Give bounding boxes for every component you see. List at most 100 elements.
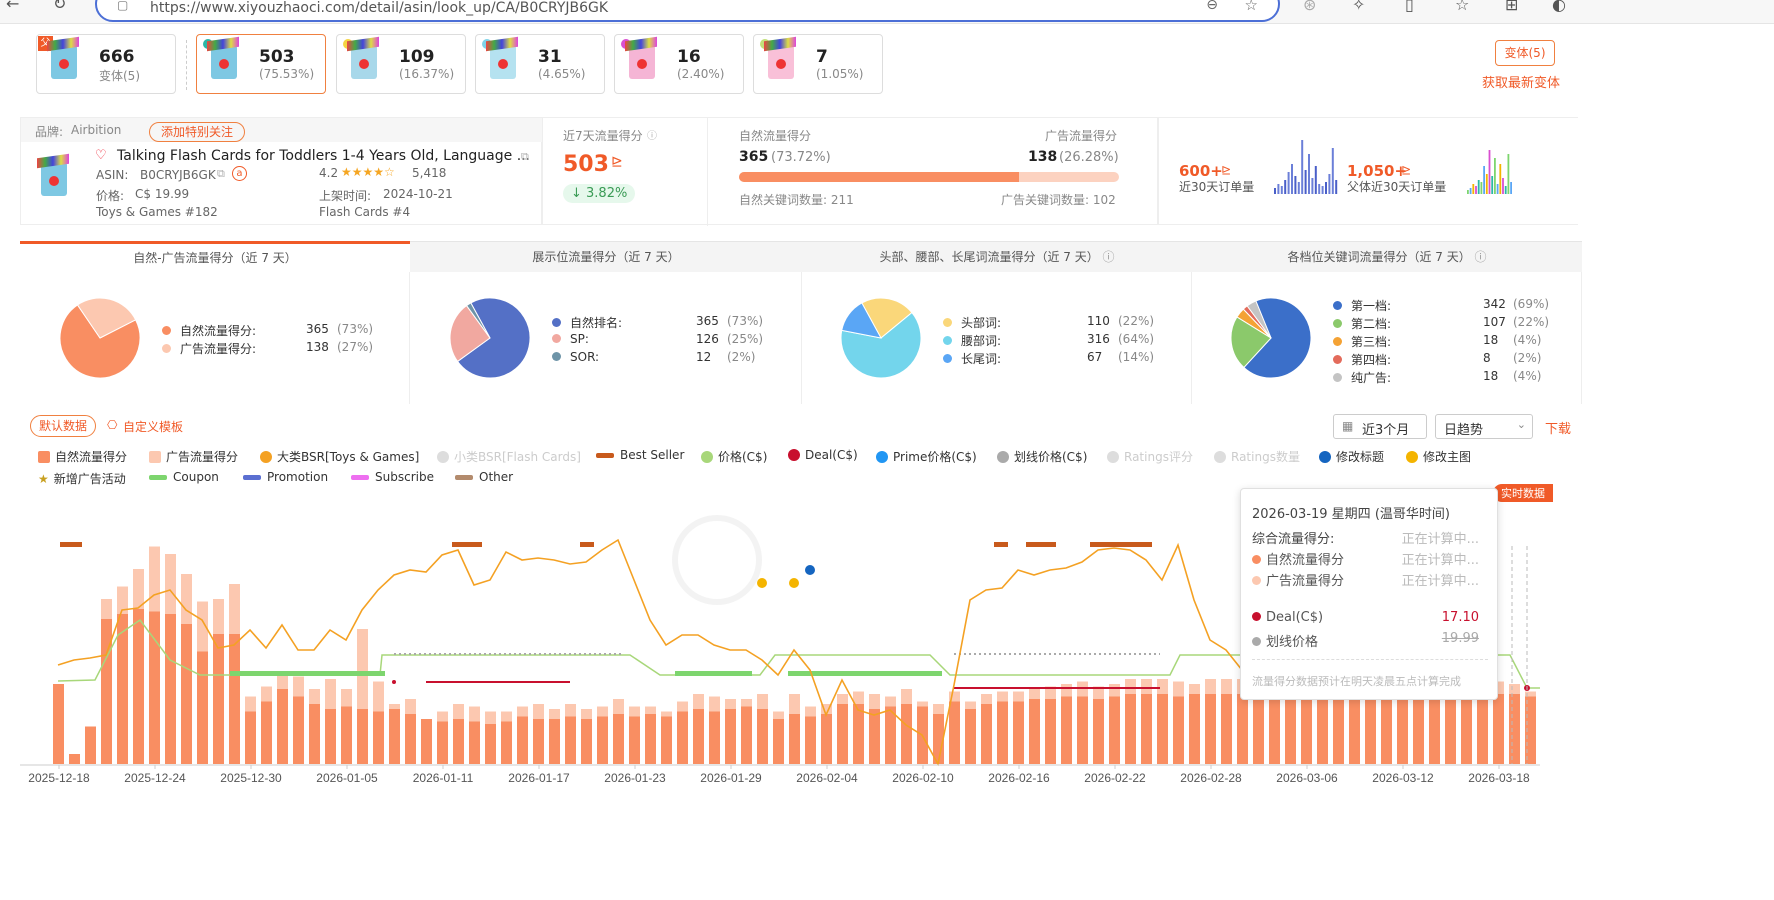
ad-score-bar[interactable] [725, 699, 736, 709]
natural-score-bar[interactable] [1061, 696, 1072, 765]
natural-score-bar[interactable] [981, 704, 992, 764]
pie-slice[interactable] [76, 297, 137, 339]
ad-score-bar[interactable] [949, 691, 960, 702]
ad-score-bar[interactable] [709, 696, 720, 712]
natural-score-bar[interactable] [229, 634, 240, 764]
pie-slice[interactable] [841, 302, 882, 339]
natural-score-bar[interactable] [1157, 694, 1168, 764]
price-line[interactable] [57, 618, 1540, 689]
range-select[interactable]: ▦ 近3个月 [1333, 414, 1427, 439]
refresh-variants-link[interactable]: 获取最新变体 [1482, 76, 1561, 91]
address-bar[interactable]: ▢ https://www.xiyouzhaoci.com/detail/asi… [95, 0, 1280, 22]
chart-legend-item[interactable]: 修改标题 [1319, 448, 1384, 465]
ad-score-bar[interactable] [1509, 684, 1520, 694]
variant-card[interactable]: 7 (1.05%) [753, 34, 883, 94]
ad-score-bar[interactable] [101, 599, 112, 619]
variant-card[interactable]: 109 (16.37%) [336, 34, 466, 94]
ad-score-bar[interactable] [965, 701, 976, 710]
ad-score-bar[interactable] [869, 694, 880, 709]
ad-score-bar[interactable] [469, 706, 480, 722]
ad-score-bar[interactable] [629, 706, 640, 717]
best-seller-bar[interactable] [1026, 542, 1056, 547]
ad-score-bar[interactable] [1493, 681, 1504, 695]
zoom-icon[interactable]: ⊖ [1206, 0, 1218, 13]
chart-legend-item[interactable]: Coupon [149, 470, 219, 484]
variant-card[interactable]: 31 (4.65%) [475, 34, 605, 94]
natural-score-bar[interactable] [1525, 696, 1536, 765]
natural-score-bar[interactable] [885, 706, 896, 765]
natural-score-bar[interactable] [1221, 694, 1232, 764]
puzzle-icon[interactable]: ✧ [1352, 0, 1366, 14]
ad-score-bar[interactable] [149, 546, 160, 612]
pie-chart[interactable] [840, 294, 940, 394]
ad-score-bar[interactable] [1045, 686, 1056, 700]
ad-score-bar[interactable] [405, 699, 416, 714]
ad-score-bar[interactable] [1205, 679, 1216, 694]
variant-card[interactable]: 16 (2.40%) [614, 34, 744, 94]
natural-score-bar[interactable] [117, 614, 128, 764]
natural-score-bar[interactable] [741, 706, 752, 765]
chart-legend-item[interactable]: 自然流量得分 [38, 448, 127, 465]
ad-score-bar[interactable] [613, 699, 624, 714]
ad-score-bar[interactable] [565, 704, 576, 717]
ad-score-bar[interactable] [133, 569, 144, 609]
ad-score-bar[interactable] [917, 701, 928, 707]
coupon-bar[interactable] [788, 671, 942, 676]
profile-icon[interactable]: ◐ [1552, 0, 1566, 14]
natural-score-bar[interactable] [1509, 694, 1520, 764]
natural-score-bar[interactable] [389, 709, 400, 764]
ad-score-bar[interactable] [581, 709, 592, 719]
ad-score-bar[interactable] [1029, 689, 1040, 699]
natural-score-bar[interactable] [901, 704, 912, 764]
natural-score-bar[interactable] [501, 721, 512, 765]
chart-legend-item[interactable]: Ratings数量 [1214, 448, 1300, 465]
natural-score-bar[interactable] [1301, 694, 1312, 764]
product-title[interactable]: Talking Flash Cards for Toddlers 1-4 Yea… [117, 148, 531, 164]
natural-score-bar[interactable] [613, 714, 624, 764]
natural-score-bar[interactable] [869, 709, 880, 764]
ad-score-bar[interactable] [533, 704, 544, 719]
natural-score-bar[interactable] [949, 701, 960, 765]
natural-score-bar[interactable] [597, 716, 608, 765]
chart-legend-item[interactable]: 小类BSR[Flash Cards] [437, 448, 581, 465]
natural-score-bar[interactable] [1349, 694, 1360, 764]
copy-icon[interactable]: ⧉ [521, 150, 529, 163]
chart-legend-item[interactable]: 广告流量得分 [149, 448, 238, 465]
ad-score-bar[interactable] [389, 704, 400, 709]
ad-score-bar[interactable] [325, 679, 336, 709]
back-icon[interactable]: ← [6, 0, 20, 13]
natural-score-bar[interactable] [197, 651, 208, 765]
chart-legend-item[interactable]: Best Seller [596, 448, 684, 462]
natural-score-bar[interactable] [661, 716, 672, 765]
natural-score-bar[interactable] [837, 704, 848, 764]
natural-score-bar[interactable] [341, 706, 352, 765]
ad-score-bar[interactable] [197, 601, 208, 652]
ad-score-bar[interactable] [1221, 679, 1232, 694]
natural-score-bar[interactable] [325, 709, 336, 764]
natural-score-bar[interactable] [629, 716, 640, 765]
trend-icon[interactable]: ⊵ [1401, 163, 1412, 177]
chart-legend-item[interactable]: Other [455, 470, 513, 484]
natural-score-bar[interactable] [133, 609, 144, 764]
ad-score-bar[interactable] [981, 694, 992, 704]
natural-score-bar[interactable] [1285, 694, 1296, 764]
pie-slice[interactable] [861, 297, 913, 339]
natural-score-bar[interactable] [1269, 694, 1280, 764]
pie-slice[interactable] [465, 302, 491, 339]
pie-slice[interactable] [449, 304, 491, 363]
trend-chart[interactable]: 2025-12-18 2025-12-24 2025-12-30 2026-01-05… [0, 500, 1774, 800]
natural-score-bar[interactable] [1429, 696, 1440, 765]
pie-slice[interactable] [1243, 297, 1312, 379]
ad-score-bar[interactable] [213, 599, 224, 634]
natural-score-bar[interactable] [1205, 694, 1216, 764]
ad-score-bar[interactable] [693, 694, 704, 709]
ad-score-bar[interactable] [645, 706, 656, 715]
variant-card[interactable]: 父 666 变体(5) [36, 34, 176, 94]
coupon-bar[interactable] [230, 671, 385, 676]
natural-score-bar[interactable] [245, 711, 256, 765]
natural-score-bar[interactable] [421, 719, 432, 764]
ad-score-bar[interactable] [805, 706, 816, 717]
best-seller-bar[interactable] [994, 542, 1008, 547]
ad-score-bar[interactable] [885, 696, 896, 707]
chart-legend-item[interactable]: 划线价格(C$) [997, 448, 1087, 465]
